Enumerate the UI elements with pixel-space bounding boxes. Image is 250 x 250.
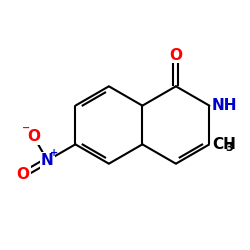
Text: CH: CH: [212, 137, 236, 152]
Text: O: O: [170, 48, 182, 63]
Text: NH: NH: [212, 98, 238, 113]
Text: O: O: [27, 129, 40, 144]
Text: N: N: [41, 153, 54, 168]
Text: +: +: [50, 148, 58, 158]
Text: 3: 3: [225, 142, 233, 152]
Text: O: O: [17, 167, 30, 182]
Text: −: −: [22, 123, 30, 133]
